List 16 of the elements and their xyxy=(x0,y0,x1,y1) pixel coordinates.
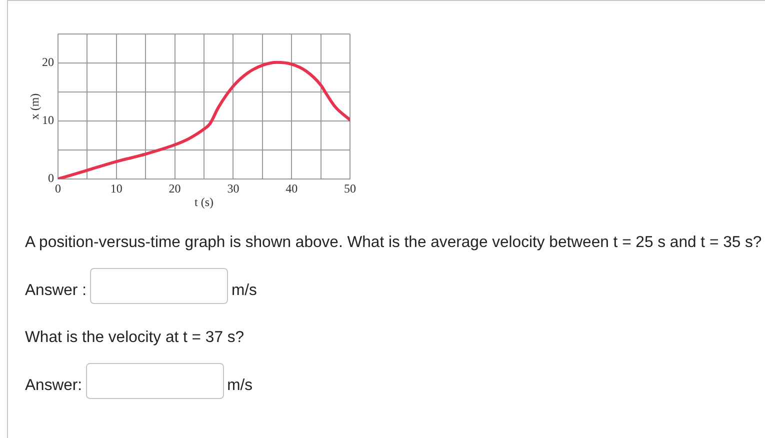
x-tick-label: 40 xyxy=(286,181,298,196)
x-tick-label: 30 xyxy=(227,181,240,196)
x-tick-label: 50 xyxy=(344,181,356,196)
text: Answer: xyxy=(25,376,82,394)
x-tick-label: 10 xyxy=(110,181,122,196)
y-tick-label: 20 xyxy=(42,55,54,70)
y-tick-label: 10 xyxy=(42,113,54,128)
text: A position-versus-time graph is shown above. What is the average velocity between t = 25 s and t = 35 s? xyxy=(25,233,762,253)
x-axis-title: t (s) xyxy=(194,194,214,209)
text: Answer : xyxy=(25,282,86,300)
y-tick-label: 0 xyxy=(48,171,54,186)
text: m/s xyxy=(227,376,253,394)
x-tick-label: 20 xyxy=(168,181,181,196)
y-axis-title: x (m) xyxy=(27,93,42,120)
text: What is the velocity at t = 37 s? xyxy=(25,328,244,348)
text: m/s xyxy=(231,282,257,300)
